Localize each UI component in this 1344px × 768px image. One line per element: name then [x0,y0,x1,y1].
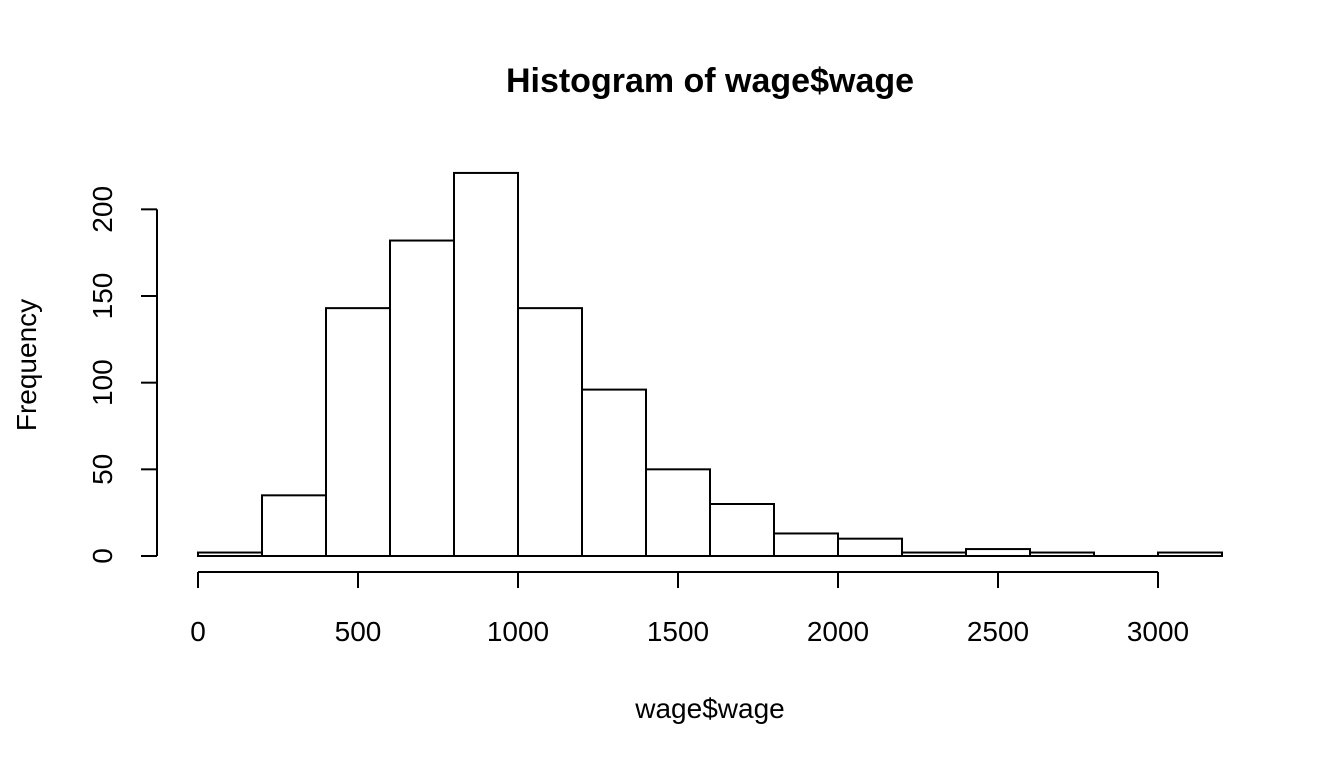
y-tick-label: 200 [87,186,118,233]
x-tick-label: 1000 [487,616,549,647]
histogram-bar [517,307,583,557]
histogram-bar [197,551,263,557]
histogram-bar [965,548,1031,557]
y-axis: 0 50 100 150 200 [87,186,158,564]
histogram-bar [901,551,967,557]
y-axis-label: Frequency [11,299,42,431]
y-tick-label: 150 [87,273,118,320]
x-tick-label: 3000 [1127,616,1189,647]
chart-title: Histogram of wage$wage [506,62,914,100]
x-tick-label: 0 [190,616,206,647]
x-tick-label: 500 [335,616,382,647]
histogram-bar [581,388,647,558]
y-tick-label: 50 [87,454,118,485]
x-axis-label: wage$wage [634,693,784,724]
histogram-bar [1029,551,1095,557]
x-tick-label: 1500 [647,616,709,647]
x-axis: 0 500 1000 1500 2000 2500 3000 [190,571,1189,647]
histogram-bar [389,239,455,557]
x-tick-label: 2000 [807,616,869,647]
histogram-bar [837,537,903,557]
bars-group [197,171,1223,558]
histogram-bar [645,468,711,557]
x-tick-label: 2500 [967,616,1029,647]
histogram-bar [453,171,519,557]
y-tick-label: 0 [87,548,118,564]
y-tick-label: 100 [87,359,118,406]
histogram-bar [773,532,839,558]
histogram-bar [709,503,775,558]
histogram-bar [325,307,391,557]
histogram-bar [1157,551,1223,557]
histogram-bar [261,494,327,558]
